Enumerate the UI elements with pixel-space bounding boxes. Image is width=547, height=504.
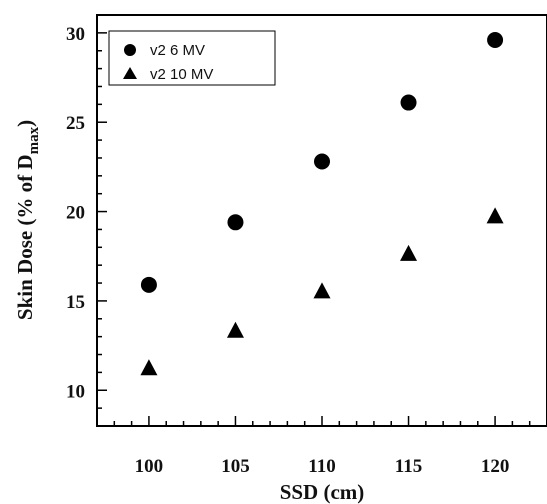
legend-label-series-2: v2 10 MV [150,66,213,83]
data-point-circle [227,214,244,231]
y-tick-label: 20 [66,203,85,224]
x-tick-label: 100 [135,456,164,477]
legend: v2 6 MV v2 10 MV [108,30,276,86]
data-point-triangle [140,359,158,376]
data-point-circle [400,94,417,111]
x-tick-label: 105 [221,456,250,477]
legend-marker-triangle [123,67,137,79]
x-axis-title: SSD (cm) [280,480,365,504]
y-tick-label: 10 [66,381,85,402]
y-tick-label: 30 [66,24,85,45]
data-point-triangle [226,321,244,338]
y-axis-title: Skin Dose (% of Dmax) [13,120,42,320]
data-points [140,32,504,376]
x-tick-label: 110 [308,456,335,477]
axis-ticks [96,14,547,427]
y-axis-title-subscript: max [26,126,42,154]
y-axis-title-close: ) [13,120,37,127]
x-tick-label: 115 [395,456,422,477]
legend-label-series-1: v2 6 MV [150,42,205,59]
data-point-circle [140,276,157,293]
data-point-triangle [486,207,504,224]
y-tick-label: 25 [66,113,85,134]
legend-marker-circle [124,44,136,56]
y-axis-title-main: Skin Dose (% of D [13,154,37,320]
legend-box [108,30,276,86]
data-point-circle [314,153,330,170]
tick-labels: 100 105 110 115 120 10 15 20 25 30 [66,24,509,477]
data-point-circle [487,32,504,49]
data-point-triangle [313,282,331,299]
x-tick-label: 120 [481,456,510,477]
y-tick-label: 15 [66,292,85,313]
data-point-triangle [400,244,418,261]
